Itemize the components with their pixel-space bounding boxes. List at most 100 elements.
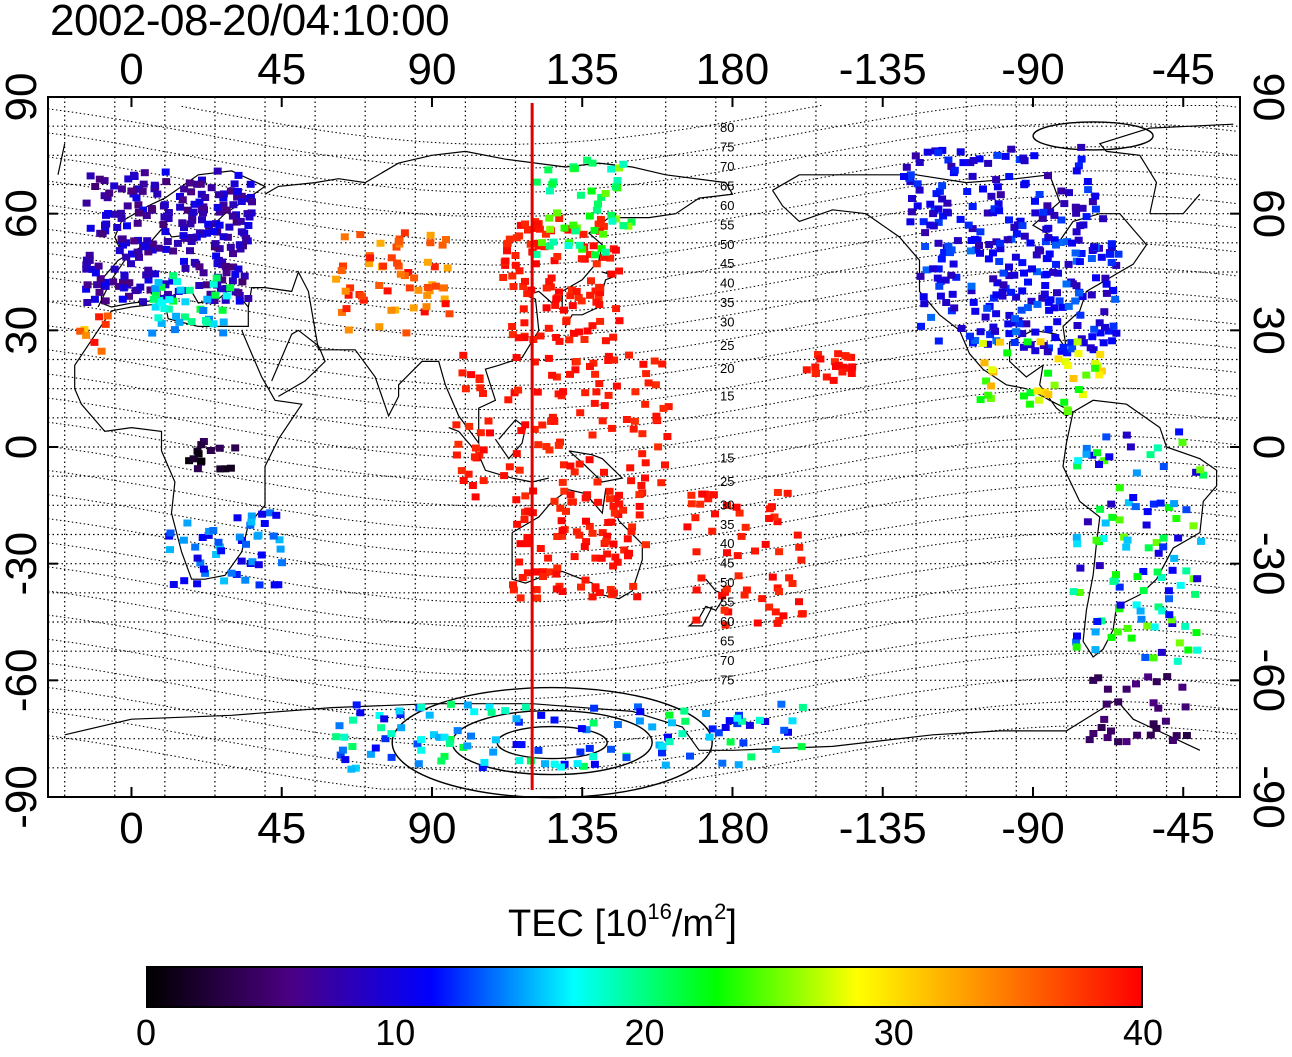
tec-data-point [1083,518,1092,526]
tec-data-point [596,215,605,223]
tec-data-point [1073,462,1082,470]
tec-data-point [218,306,227,314]
tec-data-point [1131,503,1140,511]
tec-data-point [134,201,143,209]
tec-data-point [566,370,574,378]
tec-data-point [973,236,982,244]
contour-label: 15 [720,451,734,466]
tec-data-point [535,225,544,233]
tec-data-point [989,275,998,283]
axis-ticks [48,96,1240,798]
tec-data-point [470,453,479,461]
tec-data-point [542,304,551,312]
tec-data-point [237,192,246,200]
tec-data-point [260,520,269,527]
tec-data-point [232,218,241,226]
contour-label: 70 [720,653,734,668]
tec-data-point [1107,240,1116,248]
tec-data-point [1044,325,1053,333]
tec-data-point [1146,451,1155,459]
tec-data-point [110,182,119,190]
tec-data-point [512,234,521,242]
tec-data-point [397,724,406,732]
tec-data-point [581,576,590,584]
tec-data-point [414,286,423,294]
tec-data-point [509,586,518,594]
tec-data-point [1107,727,1115,735]
tec-data-point [269,532,278,540]
tec-data-point [936,292,945,300]
coastline-path [64,699,1201,751]
tec-data-point [175,318,184,326]
tec-data-point [117,214,126,222]
tec-data-point [237,557,246,565]
tec-data-point [154,278,163,286]
top-lon-label: 90 [408,45,457,94]
tec-data-point [981,313,990,321]
tec-data-point [1019,343,1028,351]
tec-data-point [959,159,968,167]
tec-data-point [567,286,576,294]
tec-data-point [120,273,129,281]
tec-data-point [240,272,249,280]
tec-data-point [577,583,585,591]
tec-data-point [336,751,345,759]
tec-data-point [691,514,700,522]
tec-data-point [340,733,349,741]
tec-data-point [934,218,943,226]
tec-data-point [1078,293,1087,301]
tec-data-point [202,317,210,324]
tec-data-point [533,388,542,396]
contour-label: 45 [720,556,734,571]
tec-data-point [536,332,545,340]
tec-data-point [586,363,594,370]
tec-data-point [979,185,987,193]
tec-data-point [110,265,119,273]
tec-data-point [178,219,187,227]
tec-data-point [216,465,225,473]
tec-data-point [440,752,449,760]
tec-data-point [692,586,701,594]
tec-data-points [76,143,1208,773]
tec-data-point [1003,236,1012,244]
tec-data-point [196,180,205,188]
tec-data-point [592,260,601,268]
tec-data-point [579,762,588,770]
tec-data-point [504,396,513,404]
tec-data-point [722,585,731,593]
tec-data-point [185,286,194,294]
tec-data-point [332,733,341,741]
tec-data-point [1072,167,1081,175]
tec-data-point [1159,463,1168,470]
tec-data-point [553,209,561,217]
tec-data-point [768,573,777,581]
tec-data-point [595,283,604,291]
tec-data-point [1020,232,1029,240]
tec-data-point [905,174,914,182]
tec-data-point [992,291,1001,299]
tec-data-point [588,322,597,330]
tec-data-point [212,274,221,282]
tec-data-point [1067,339,1076,347]
tec-data-point [937,255,946,263]
magnetic-latitude-contour [181,104,823,145]
tec-data-point [338,308,346,316]
tec-data-point [935,282,944,290]
tec-data-point [210,297,219,304]
tec-data-point [83,299,92,306]
tec-data-point [597,193,606,201]
tec-data-point [512,496,521,504]
tec-data-point [142,271,151,279]
tec-data-point [215,444,224,452]
tec-data-point [544,554,553,562]
tec-data-point [1174,534,1183,542]
tec-data-point [375,323,384,331]
tec-data-point [1082,450,1091,458]
tec-data-point [775,588,783,595]
tec-data-point [773,619,782,627]
tec-data-point [573,760,582,768]
tec-data-point [1175,428,1184,436]
tec-data-point [578,245,587,253]
tec-data-point [582,726,591,734]
tec-data-point [523,534,532,541]
